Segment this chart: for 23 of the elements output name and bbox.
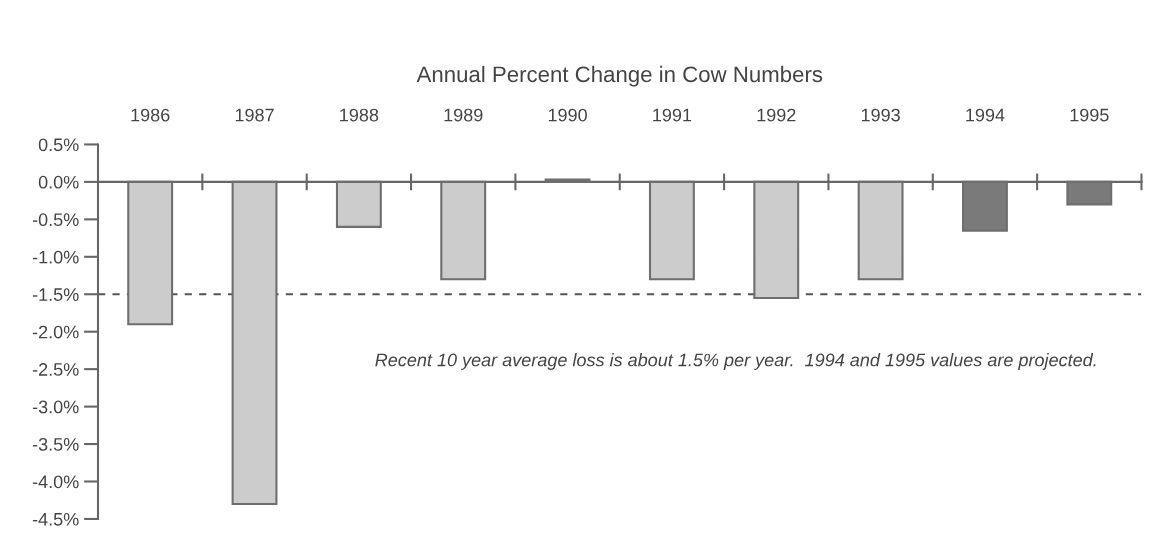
- y-tick-label: -1.5%: [32, 288, 79, 301]
- x-tick-label: 1989: [444, 108, 483, 122]
- x-tick-label: 1988: [340, 108, 379, 122]
- y-tick-label: -3.5%: [32, 437, 79, 451]
- x-tick-label: 1994: [966, 108, 1005, 122]
- x-tick-label: 1986: [131, 108, 170, 122]
- x-tick-label: 1995: [1070, 108, 1109, 122]
- y-tick-label: -3.0%: [32, 400, 79, 414]
- y-tick-label: -0.5%: [32, 213, 79, 227]
- x-tick-label: 1990: [548, 108, 587, 122]
- x-tick-label: 1987: [235, 108, 274, 122]
- y-tick-label: -4.0%: [32, 475, 79, 489]
- x-tick-label: 1991: [653, 108, 692, 122]
- y-tick-label: -2.5%: [32, 363, 79, 376]
- annotation: Recent 10 year average loss is about 1.5% per year. 1994 and 1995 values are projected.: [375, 353, 1096, 370]
- y-tick-label: 0.0%: [38, 175, 79, 189]
- chart-title: Annual Percent Change in Cow Numbers: [416, 65, 823, 87]
- y-tick-label: 0.5%: [38, 138, 79, 152]
- x-tick-label: 1993: [861, 108, 900, 122]
- y-tick-label: -1.0%: [32, 250, 79, 264]
- y-tick-label: -4.5%: [32, 512, 79, 526]
- x-tick-label: 1992: [757, 108, 796, 122]
- y-tick-label: -2.0%: [32, 325, 79, 339]
